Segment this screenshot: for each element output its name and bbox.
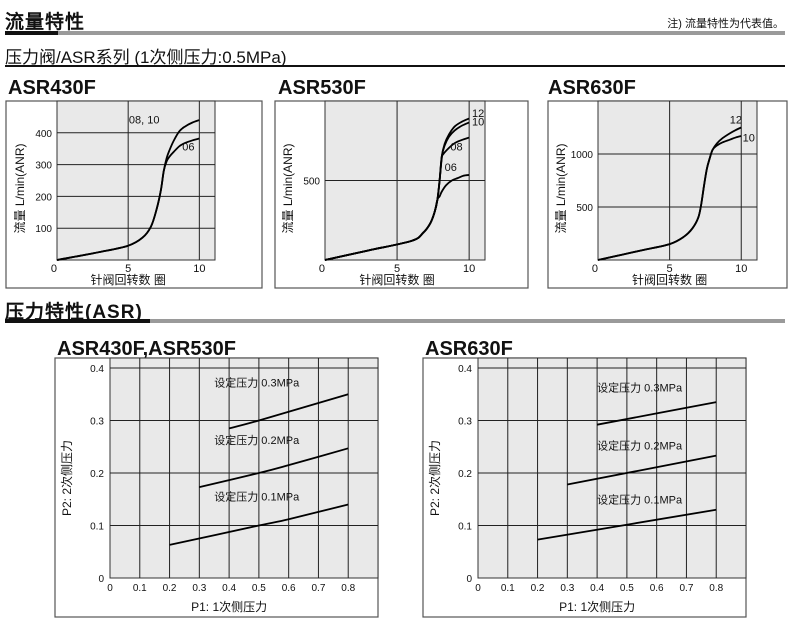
y-tick-label: 200 [35, 192, 52, 203]
y-tick-label: 0.1 [90, 521, 104, 532]
chart-title-asr430f: ASR430F [8, 77, 96, 99]
x-tick-label: 5 [125, 263, 131, 275]
x-axis-label: P1: 1次侧压力 [559, 600, 635, 614]
chart-title-asr530f: ASR530F [278, 77, 366, 99]
series-label: 06 [182, 141, 194, 153]
section2-rule [150, 319, 785, 323]
x-tick-label: 0.7 [679, 583, 693, 594]
series-label: 08, 10 [129, 114, 160, 126]
x-axis-label: 针阀回转数 圈 [359, 272, 434, 287]
x-tick-label: 0.1 [133, 583, 147, 594]
x-tick-label: 0.1 [501, 583, 515, 594]
plot-area [56, 100, 216, 261]
series-label: 12 [472, 108, 484, 120]
series-line [199, 447, 349, 489]
y-tick-label: 0 [98, 574, 104, 585]
title-rule [58, 31, 785, 35]
chart-title-asr630f: ASR630F [548, 77, 636, 99]
x-tick-label: 0.5 [252, 583, 266, 594]
x-tick-label: 0.6 [650, 583, 664, 594]
y-tick-label: 500 [576, 203, 593, 214]
representative-value-note: 注) 流量特性为代表值。 [667, 18, 784, 30]
series-label: 10 [472, 117, 484, 129]
subtitle-rule [5, 65, 785, 67]
y-tick-label: 1000 [571, 150, 594, 161]
series-label: 06 [445, 162, 457, 174]
series-line [537, 508, 717, 541]
x-tick-label: 10 [735, 263, 747, 275]
y-axis-label: 流量 L/min(ANR) [13, 143, 27, 233]
series-line [324, 174, 470, 261]
x-axis-label: P1: 1次侧压力 [191, 600, 267, 614]
series-label: 设定压力 0.2MPa [597, 438, 683, 452]
series-subtitle: 压力阀/ASR系列 (1次侧压力:0.5MPa) [5, 48, 287, 67]
x-tick-label: 10 [193, 263, 205, 275]
x-tick-label: 0.8 [341, 583, 355, 594]
series-label: 10 [743, 132, 755, 144]
x-tick-label: 0.6 [282, 583, 296, 594]
x-tick-label: 5 [394, 263, 400, 275]
y-tick-label: 0 [466, 574, 472, 585]
series-label: 12 [730, 114, 742, 126]
y-axis-label: 流量 L/min(ANR) [281, 143, 295, 233]
y-tick-label: 400 [35, 129, 52, 140]
plot-area [109, 357, 379, 579]
y-tick-label: 0.3 [90, 416, 104, 427]
x-tick-label: 0 [592, 263, 598, 275]
x-tick-label: 10 [463, 263, 475, 275]
x-tick-label: 0.2 [531, 583, 545, 594]
y-tick-label: 0.1 [458, 521, 472, 532]
y-tick-label: 300 [35, 161, 52, 172]
x-tick-label: 0 [107, 583, 113, 594]
series-line [567, 454, 717, 486]
y-tick-label: 0.2 [90, 469, 104, 480]
section2-underline [5, 319, 150, 323]
x-tick-label: 0 [319, 263, 325, 275]
y-axis-label: P2: 2次侧压力 [428, 440, 442, 516]
x-tick-label: 0.4 [590, 583, 604, 594]
x-axis-label: 针阀回转数 圈 [90, 272, 165, 287]
y-tick-label: 0.3 [458, 416, 472, 427]
series-label: 设定压力 0.3MPa [214, 375, 300, 389]
series-line [56, 137, 200, 261]
series-line [228, 393, 349, 430]
x-axis-label: 针阀回转数 圈 [632, 272, 707, 287]
chart-title-asr430f-asr530f: ASR430F,ASR530F [57, 338, 236, 360]
series-label: 设定压力 0.1MPa [597, 492, 683, 506]
y-tick-label: 0.2 [458, 469, 472, 480]
x-tick-label: 0.4 [222, 583, 236, 594]
y-axis-label: P2: 2次侧压力 [60, 440, 74, 516]
x-tick-label: 0.8 [709, 583, 723, 594]
x-tick-label: 5 [667, 263, 673, 275]
x-tick-label: 0.3 [192, 583, 206, 594]
section-title-flow: 流量特性 [5, 12, 86, 33]
y-tick-label: 0.4 [458, 364, 472, 375]
series-label: 设定压力 0.3MPa [597, 381, 683, 395]
chart-title-asr630f-pressure: ASR630F [425, 338, 513, 360]
x-tick-label: 0.2 [163, 583, 177, 594]
section-title-pressure: 压力特性(ASR) [5, 302, 143, 323]
plot-area [597, 100, 758, 261]
series-label: 设定压力 0.1MPa [214, 489, 300, 503]
title-underline [5, 31, 58, 35]
plot-area [477, 357, 747, 579]
series-label: 08 [450, 141, 462, 153]
y-tick-label: 500 [303, 177, 320, 188]
x-tick-label: 0 [475, 583, 481, 594]
y-axis-label: 流量 L/min(ANR) [554, 143, 568, 233]
x-tick-label: 0 [51, 263, 57, 275]
series-line [597, 135, 742, 261]
y-tick-label: 100 [35, 224, 52, 235]
x-tick-label: 0.5 [620, 583, 634, 594]
series-label: 设定压力 0.2MPa [214, 433, 300, 447]
y-tick-label: 0.4 [90, 364, 104, 375]
x-tick-label: 0.7 [311, 583, 325, 594]
x-tick-label: 0.3 [560, 583, 574, 594]
series-line [169, 503, 349, 546]
series-line [596, 401, 717, 426]
